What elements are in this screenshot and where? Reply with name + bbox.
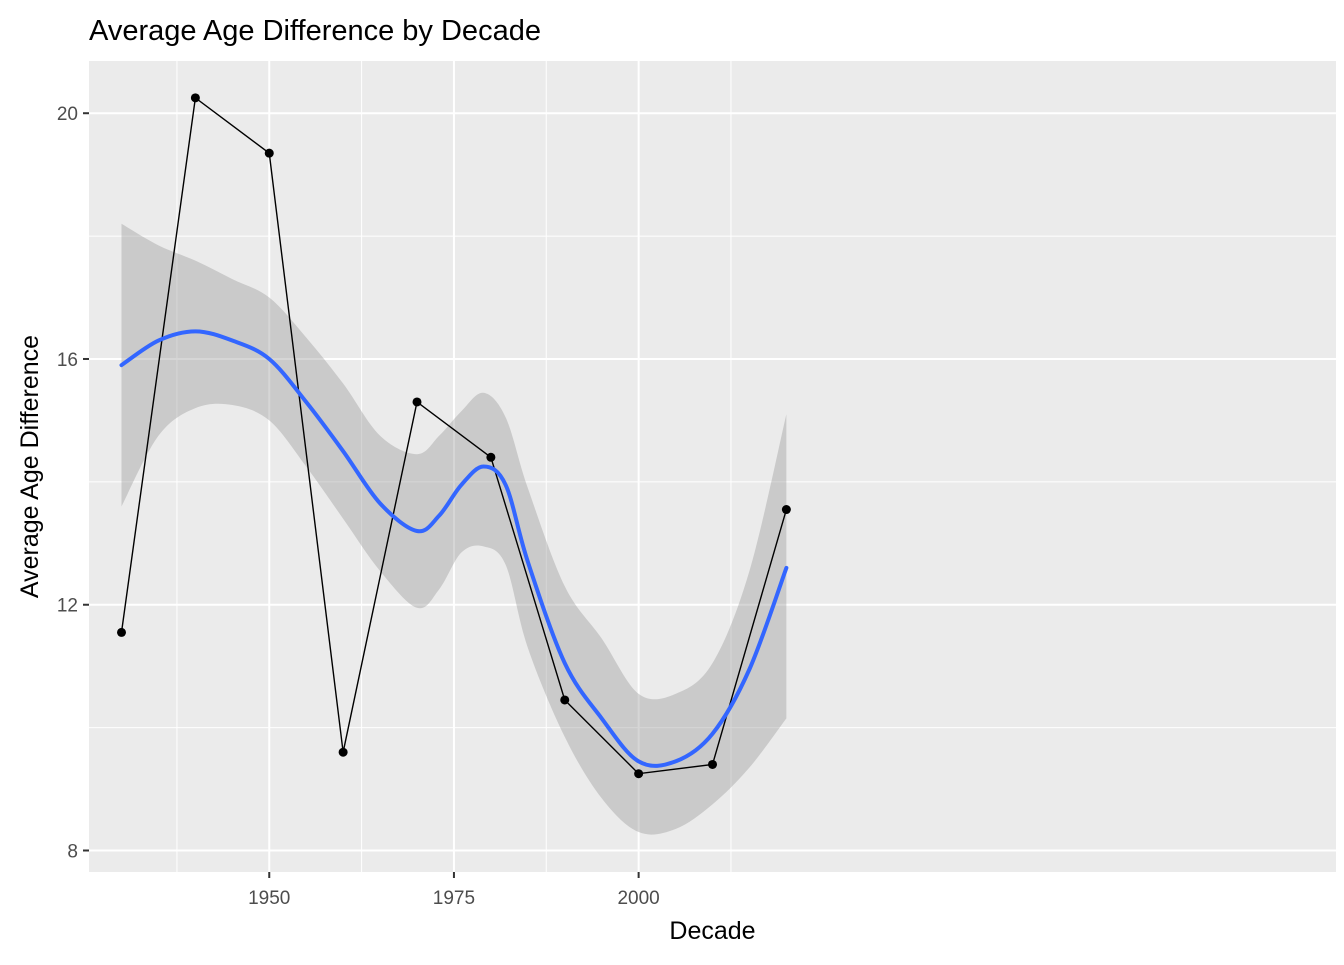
y-tick-label: 12 — [57, 596, 78, 617]
x-axis-title: Decade — [669, 917, 755, 945]
data-point — [264, 148, 274, 158]
y-tick-label: 16 — [57, 350, 78, 371]
data-point — [412, 397, 422, 407]
data-point — [338, 747, 348, 757]
x-tick-label: 2000 — [617, 888, 659, 909]
smooth-line — [119, 329, 789, 768]
y-tick-label: 20 — [57, 104, 78, 125]
data-point — [708, 759, 717, 769]
major-grid — [89, 61, 1336, 872]
data-line — [120, 96, 788, 775]
x-axis: 1950 1975 2000 — [248, 872, 660, 909]
data-point — [190, 93, 200, 103]
x-tick-label: 1975 — [433, 888, 475, 909]
minor-grid — [89, 61, 1336, 872]
data-point — [560, 695, 570, 705]
chart-title: Average Age Difference by Decade — [89, 15, 541, 47]
data-series-line — [120, 96, 788, 775]
data-points — [117, 93, 791, 779]
data-point — [781, 505, 791, 515]
x-tick-label: 1950 — [248, 888, 290, 909]
data-point — [486, 452, 496, 462]
y-tick-label: 8 — [67, 841, 78, 862]
smooth-fit-line — [119, 329, 789, 768]
data-point — [117, 627, 127, 637]
y-axis: 8 12 16 20 — [57, 104, 89, 862]
y-axis-title: Average Age Difference — [16, 335, 44, 598]
data-point — [634, 769, 644, 779]
